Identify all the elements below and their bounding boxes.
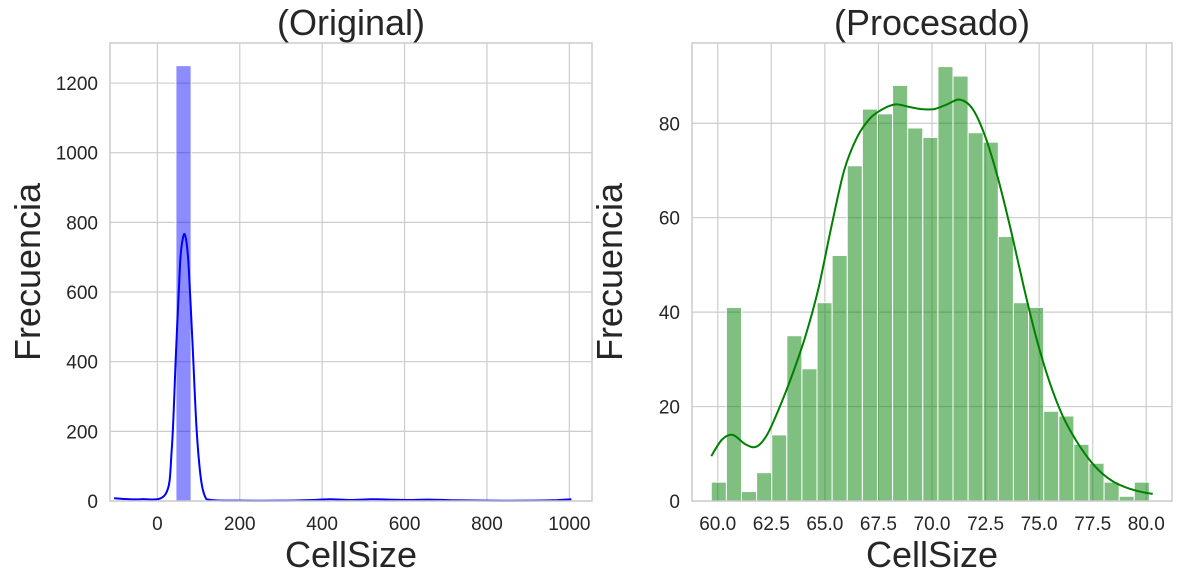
histogram-bar — [1103, 481, 1120, 502]
histogram-bar — [922, 136, 939, 502]
xtick-labels-procesado: 60.0 62.5 65.0 67.5 70.0 72.5 75.0 77.5 80.0 — [699, 514, 1165, 535]
histogram-bar — [997, 236, 1014, 502]
chart-title-procesado: (Procesado) — [834, 2, 1030, 43]
chart-title-original: (Original) — [277, 2, 425, 43]
histogram-bar — [1012, 302, 1030, 502]
x-axis-title-procesado: CellSize — [866, 534, 998, 575]
y-tick-label: 200 — [66, 422, 98, 443]
ytick-labels-procesado: 0 20 40 60 80 — [659, 114, 680, 513]
x-tick-label: 77.5 — [1074, 514, 1111, 535]
chart-original: 0 200 400 600 800 1000 020040060080010001200 … — [7, 2, 593, 575]
kde-line — [114, 232, 572, 502]
y-tick-label: 80 — [659, 114, 680, 135]
y-tick-label: 40 — [659, 303, 680, 324]
histogram-bar — [1043, 410, 1060, 502]
x-tick-label: 75.0 — [1021, 514, 1058, 535]
y-axis-title-procesado: Frecuencia — [589, 182, 630, 361]
kde-original — [114, 232, 572, 502]
xtick-labels-original: 0 200 400 600 800 1000 — [152, 514, 590, 535]
histogram-bar — [876, 113, 894, 502]
histogram-bar — [771, 434, 788, 502]
plot-frame-original — [109, 42, 593, 502]
x-tick-label: 62.5 — [753, 514, 790, 535]
histogram-bar — [831, 254, 848, 502]
histogram-bar — [710, 481, 727, 502]
x-axis-title-original: CellSize — [285, 534, 417, 575]
histogram-bar — [801, 368, 818, 502]
y-tick-label: 0 — [669, 492, 680, 513]
x-tick-label: 70.0 — [914, 514, 951, 535]
kde-procesado — [710, 98, 1153, 495]
y-tick-label: 800 — [66, 213, 98, 234]
plot-frame-procesado — [691, 42, 1173, 502]
histogram-bar — [1058, 415, 1075, 502]
histogram-bar — [861, 108, 878, 502]
x-tick-label: 400 — [306, 514, 338, 535]
histogram-bar — [846, 165, 863, 502]
x-tick-label: 65.0 — [806, 514, 843, 535]
x-tick-label: 0 — [152, 514, 163, 535]
ytick-labels-original: 0 200 400 600 800 1000 1200 — [56, 74, 98, 513]
grid-original — [110, 43, 592, 502]
y-axis-title-original: Frecuencia — [7, 182, 48, 361]
histogram-bar — [982, 141, 999, 502]
histogram-bar — [786, 335, 803, 502]
kde-line — [710, 98, 1153, 495]
histogram-bar — [1073, 443, 1090, 502]
histogram-bar — [741, 491, 758, 502]
x-tick-label: 200 — [224, 514, 256, 535]
histogram-bar — [937, 66, 954, 502]
x-tick-label: 80.0 — [1128, 514, 1165, 535]
y-tick-label: 1200 — [56, 74, 98, 95]
histogram-bar — [967, 132, 984, 502]
y-tick-label: 60 — [659, 209, 680, 230]
x-tick-label: 1000 — [548, 514, 590, 535]
x-tick-label: 800 — [471, 514, 503, 535]
y-tick-label: 20 — [659, 398, 680, 419]
bars-procesado — [710, 66, 1150, 502]
x-tick-label: 60.0 — [699, 514, 736, 535]
chart-procesado: 60.0 62.5 65.0 67.5 70.0 72.5 75.0 77.5 80.0 0 20… — [589, 2, 1173, 575]
histogram-bar — [892, 84, 909, 502]
x-tick-label: 600 — [389, 514, 421, 535]
histogram-bar — [952, 75, 969, 502]
histogram-bar — [725, 306, 743, 502]
y-tick-label: 400 — [66, 353, 98, 374]
y-tick-label: 1000 — [56, 144, 98, 165]
histogram-bar — [816, 302, 833, 502]
x-tick-label: 72.5 — [967, 514, 1004, 535]
y-tick-label: 0 — [87, 492, 98, 513]
histogram-bar — [907, 127, 924, 502]
histogram-bar — [756, 472, 773, 502]
x-tick-label: 67.5 — [860, 514, 897, 535]
y-tick-label: 600 — [66, 283, 98, 304]
